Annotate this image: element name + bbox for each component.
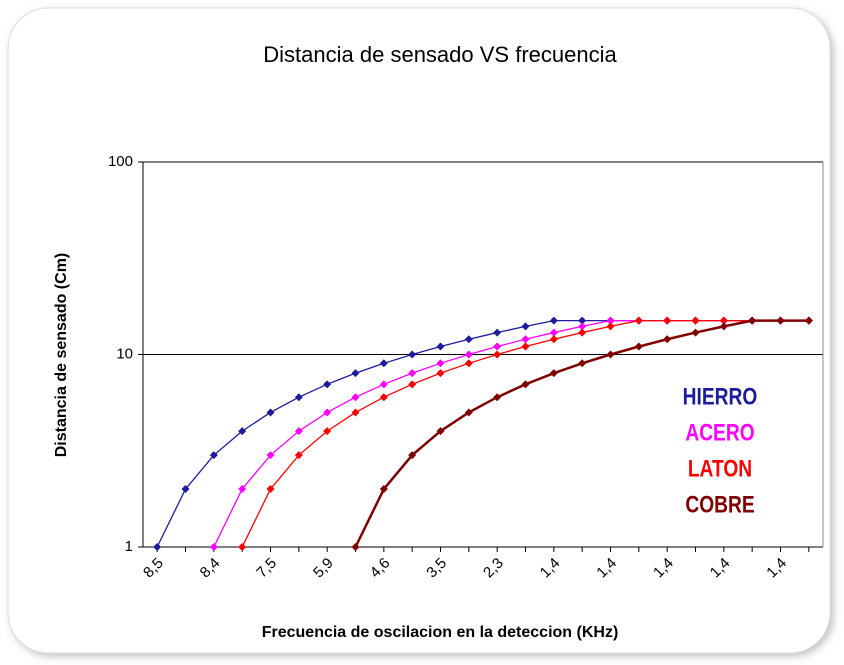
data-point xyxy=(804,316,813,325)
legend-label: HIERRO xyxy=(683,382,758,410)
data-point xyxy=(606,316,615,325)
data-point xyxy=(436,369,445,378)
data-point xyxy=(493,328,502,337)
data-point xyxy=(606,322,615,331)
data-point xyxy=(691,328,700,337)
data-point xyxy=(719,316,728,325)
data-point xyxy=(266,485,275,494)
data-point xyxy=(578,316,587,325)
data-point xyxy=(294,393,303,402)
data-point xyxy=(209,451,218,460)
data-point xyxy=(181,485,190,494)
data-point xyxy=(493,350,502,359)
data-point xyxy=(266,408,275,417)
data-point xyxy=(408,350,417,359)
data-point xyxy=(549,328,558,337)
data-point xyxy=(549,316,558,325)
data-point xyxy=(663,316,672,325)
data-point xyxy=(493,342,502,351)
y-axis-label: Distancia de sensado (Cm) xyxy=(53,253,70,458)
data-point xyxy=(408,451,417,460)
data-point xyxy=(408,369,417,378)
data-point xyxy=(464,335,473,344)
x-axis-label: Frecuencia de oscilacion en la deteccion… xyxy=(262,624,619,641)
data-point xyxy=(351,543,360,551)
y-tick-label: 100 xyxy=(108,153,133,170)
data-point xyxy=(748,316,757,325)
data-point xyxy=(238,485,247,494)
data-point xyxy=(379,393,388,402)
data-point xyxy=(521,342,530,351)
data-point xyxy=(776,316,785,325)
data-point xyxy=(634,316,643,325)
data-point xyxy=(323,380,332,389)
legend-label: LATON xyxy=(688,454,752,482)
y-tick-label: 10 xyxy=(116,345,133,362)
data-point xyxy=(238,427,247,436)
data-point xyxy=(408,380,417,389)
data-point xyxy=(379,359,388,368)
data-point xyxy=(351,369,360,378)
legend-label: ACERO xyxy=(685,418,754,446)
data-point xyxy=(578,359,587,368)
data-point xyxy=(436,427,445,436)
data-point xyxy=(323,427,332,436)
data-point xyxy=(634,342,643,351)
data-point xyxy=(578,328,587,337)
data-point xyxy=(464,359,473,368)
data-point xyxy=(691,316,700,325)
data-point xyxy=(521,322,530,331)
data-point xyxy=(719,322,728,331)
data-point xyxy=(294,427,303,436)
data-point xyxy=(663,335,672,344)
data-point xyxy=(351,393,360,402)
chart-frame xyxy=(7,7,831,654)
data-point xyxy=(578,322,587,331)
chart-title: Distancia de sensado VS frecuencia xyxy=(263,42,617,67)
data-point xyxy=(153,543,162,551)
data-point xyxy=(493,393,502,402)
data-point xyxy=(464,350,473,359)
data-point xyxy=(209,543,218,551)
data-point xyxy=(379,485,388,494)
data-point xyxy=(521,335,530,344)
legend-label: COBRE xyxy=(685,490,754,518)
data-point xyxy=(436,342,445,351)
data-point xyxy=(549,335,558,344)
data-point xyxy=(351,408,360,417)
data-point xyxy=(549,369,558,378)
y-tick-label: 1 xyxy=(125,538,133,555)
data-point xyxy=(266,451,275,460)
data-point xyxy=(521,380,530,389)
data-point xyxy=(436,359,445,368)
data-point xyxy=(323,408,332,417)
data-point xyxy=(606,350,615,359)
data-point xyxy=(464,408,473,417)
data-point xyxy=(379,380,388,389)
data-point xyxy=(294,451,303,460)
data-point xyxy=(238,543,247,551)
